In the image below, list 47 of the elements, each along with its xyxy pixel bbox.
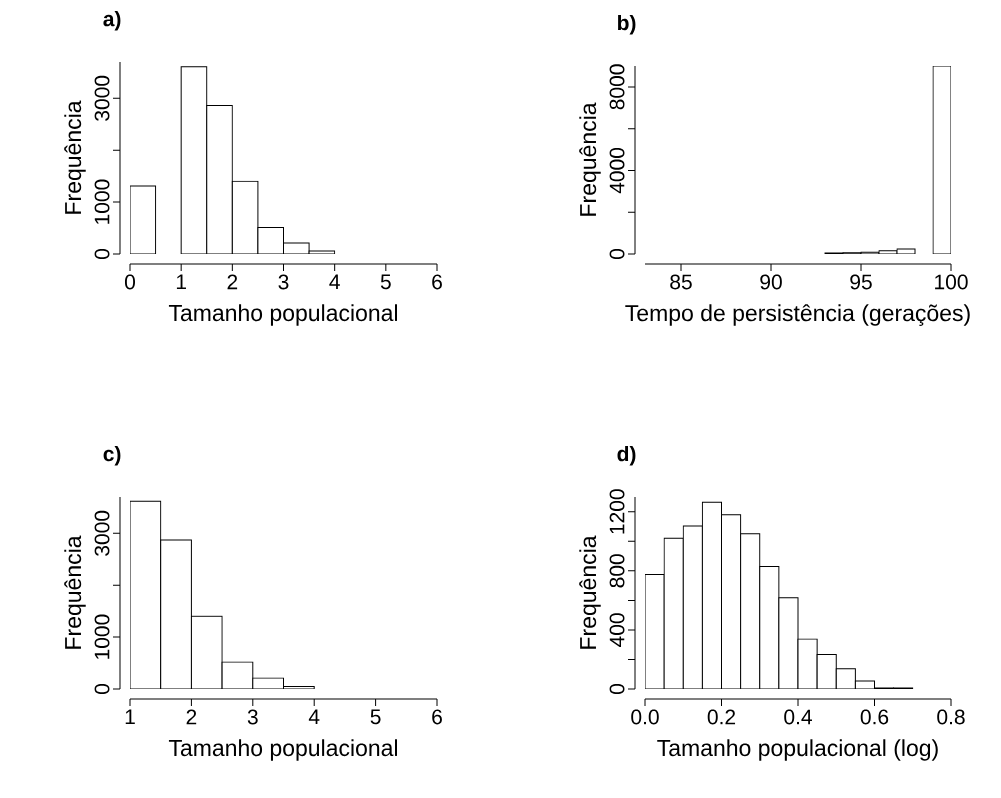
x-tick-label: 2 xyxy=(227,274,238,290)
y-tick-label: 0 xyxy=(609,683,625,695)
x-axis-title: Tamanho populacional (log) xyxy=(657,739,938,761)
chart-title: b) xyxy=(618,14,636,35)
y-tick-label: 0 xyxy=(94,248,110,260)
x-tick-label: 85 xyxy=(670,274,692,290)
chart-title: d) xyxy=(617,445,636,466)
y-tick-label: 4000 xyxy=(609,147,625,194)
x-tick-label: 95 xyxy=(850,274,872,290)
y-tick-label: 1000 xyxy=(94,179,110,224)
y-tick-label: 3000 xyxy=(94,510,110,556)
x-tick-label: 3 xyxy=(278,274,289,290)
y-tick-label: 3000 xyxy=(94,75,110,121)
x-tick-label: 100 xyxy=(935,274,968,290)
y-axis-title: Frequência xyxy=(64,535,86,649)
y-axis-title: Frequência xyxy=(579,535,601,649)
x-tick-label: 6 xyxy=(432,709,442,725)
x-tick-label: 3 xyxy=(247,709,258,725)
x-tick-label: 0.8 xyxy=(937,709,965,725)
x-axis-title: Tamanho populacional xyxy=(168,739,397,761)
x-tick-label: 5 xyxy=(370,709,381,725)
x-tick-label: 0.6 xyxy=(860,709,889,725)
x-tick-label: 0.2 xyxy=(707,709,736,725)
y-axis-title: Frequência xyxy=(579,102,601,216)
x-tick-label: 5 xyxy=(380,274,391,290)
x-tick-label: 0.4 xyxy=(784,709,812,725)
x-tick-label: 1 xyxy=(176,274,186,289)
x-tick-label: 6 xyxy=(432,274,442,290)
y-tick-label: 1200 xyxy=(609,489,625,534)
y-tick-label: 0 xyxy=(609,248,625,260)
chart-title: a) xyxy=(103,10,121,31)
y-tick-label: 1000 xyxy=(94,614,110,659)
y-tick-label: 0 xyxy=(94,683,110,695)
x-tick-label: 90 xyxy=(760,274,782,290)
x-axis-title: Tempo de persistência (gerações) xyxy=(625,304,970,326)
x-tick-label: 2 xyxy=(186,709,197,725)
x-tick-label: 4 xyxy=(329,274,340,289)
x-tick-label: 0.0 xyxy=(631,709,659,725)
y-tick-label: 800 xyxy=(609,554,625,588)
x-tick-label: 4 xyxy=(308,709,320,724)
chart-title: c) xyxy=(103,445,121,466)
y-axis-title: Frequência xyxy=(64,100,86,214)
y-tick-label: 8000 xyxy=(609,64,625,110)
x-axis-title: Tamanho populacional xyxy=(168,304,397,326)
x-tick-label: 1 xyxy=(125,709,135,724)
x-tick-label: 0 xyxy=(124,274,136,290)
y-tick-label: 400 xyxy=(609,613,625,647)
